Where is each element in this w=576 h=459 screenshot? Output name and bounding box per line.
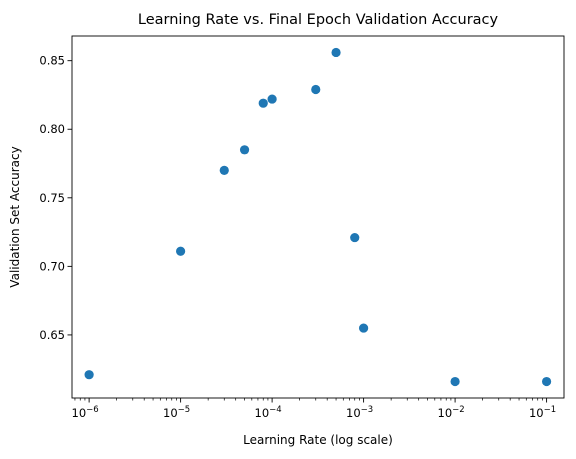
y-axis-label: Validation Set Accuracy (8, 146, 22, 287)
y-tick-label: 0.70 (39, 259, 65, 273)
x-tick-label: 10−6 (72, 405, 99, 420)
y-axis-ticks: 0.65 0.70 0.75 0.80 0.85 (39, 54, 72, 342)
scatter-point (350, 232, 360, 243)
scatter-point (267, 94, 277, 104)
scatter-point (358, 323, 369, 333)
scatter-point (258, 98, 268, 108)
x-axis-label: Learning Rate (log scale) (243, 433, 393, 447)
scatter-point (541, 376, 552, 387)
x-axis-ticks: 10−6 10−5 10−4 10−3 10−2 10−1 (72, 398, 556, 420)
plot-marks (84, 47, 552, 387)
x-tick-label: 10−2 (438, 405, 465, 420)
scatter-point (239, 145, 250, 155)
x-tick-label: 10−5 (163, 405, 190, 420)
scatter-point (331, 47, 341, 58)
plot-frame (71, 35, 565, 399)
scatter-point (84, 370, 94, 380)
y-tick-label: 0.80 (39, 122, 65, 136)
y-tick-label: 0.85 (39, 54, 65, 68)
scatter-point (311, 84, 321, 95)
chart-title: Learning Rate vs. Final Epoch Validation… (138, 12, 499, 28)
x-tick-label: 10−4 (255, 405, 282, 420)
x-tick-label: 10−1 (529, 405, 556, 420)
scatter-point (450, 376, 460, 387)
y-tick-label: 0.75 (39, 191, 65, 205)
scatter-point (219, 165, 229, 175)
y-tick-label: 0.65 (39, 328, 65, 342)
x-tick-label: 10−3 (346, 405, 373, 420)
scatter-point (176, 246, 186, 256)
